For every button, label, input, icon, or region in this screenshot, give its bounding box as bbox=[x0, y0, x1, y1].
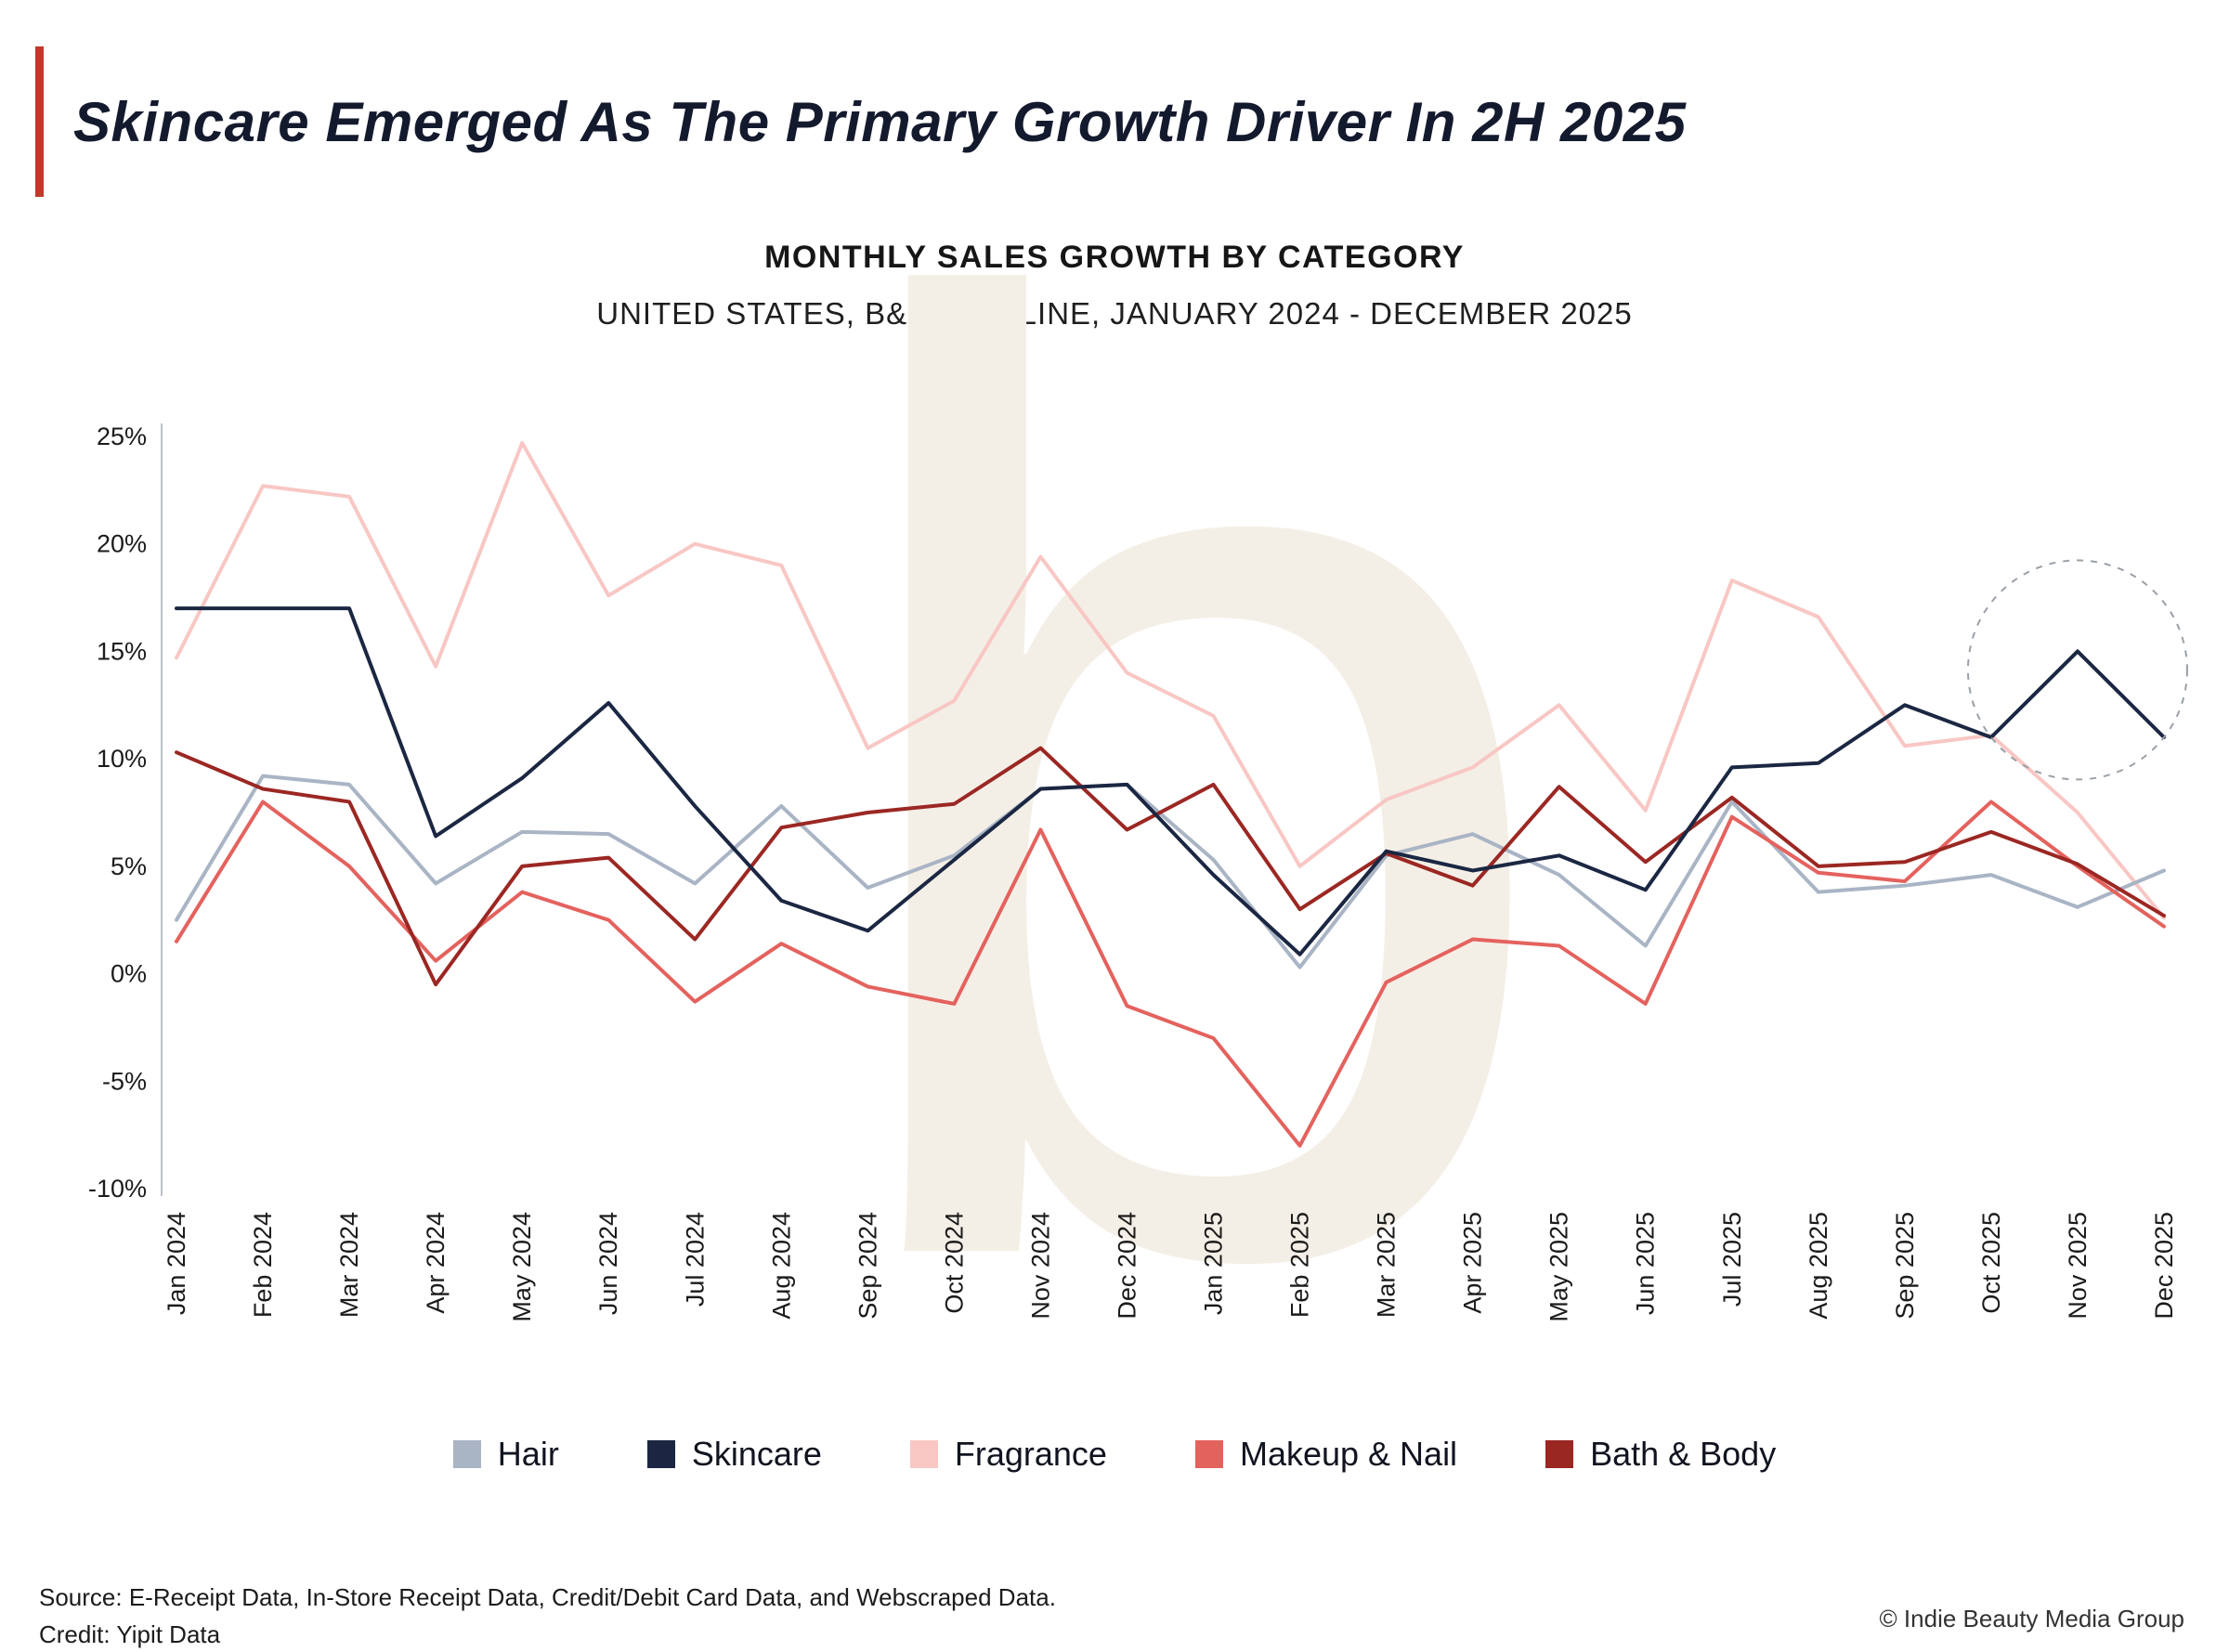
series-line-makeup-nail bbox=[175, 800, 2166, 1148]
x-tick-label: Sep 2025 bbox=[1891, 1212, 1919, 1320]
legend-label-bath-body: Bath & Body bbox=[1590, 1435, 1777, 1473]
legend-item-bath-body: Bath & Body bbox=[1545, 1435, 1776, 1474]
x-tick-label: Sep 2024 bbox=[854, 1212, 881, 1320]
legend-item-skincare: Skincare bbox=[646, 1435, 822, 1474]
y-tick-label: 5% bbox=[111, 852, 147, 880]
skincare-swatch-icon bbox=[646, 1440, 675, 1468]
legend-item-hair: Hair bbox=[452, 1435, 559, 1474]
legend-item-makeup-nail: Makeup & Nail bbox=[1194, 1435, 1458, 1474]
chart-subtitle: UNITED STATES, B&M + ONLINE, JANUARY 202… bbox=[596, 296, 1633, 331]
bath-body-swatch-icon bbox=[1545, 1440, 1574, 1468]
x-tick-label: Jun 2025 bbox=[1632, 1212, 1660, 1315]
x-tick-label: Dec 2024 bbox=[1113, 1212, 1141, 1320]
footer-source-block: Source: E-Receipt Data, In-Store Receipt… bbox=[39, 1579, 1056, 1652]
page-title: Skincare Emerged As The Primary Growth D… bbox=[73, 90, 1687, 153]
legend-label-makeup-nail: Makeup & Nail bbox=[1239, 1435, 1458, 1473]
copyright-note: © Indie Beauty Media Group bbox=[1879, 1605, 2184, 1632]
x-tick-label: Dec 2025 bbox=[2150, 1212, 2178, 1320]
y-tick-label: 20% bbox=[97, 530, 147, 558]
x-tick-label: Jul 2024 bbox=[681, 1212, 709, 1307]
fragrance-swatch-icon bbox=[909, 1440, 938, 1468]
makeup-nail-swatch-icon bbox=[1194, 1440, 1223, 1468]
legend-label-hair: Hair bbox=[497, 1435, 559, 1473]
x-tick-label: Oct 2024 bbox=[940, 1212, 968, 1314]
highlight-dashed-circle bbox=[1966, 559, 2188, 781]
x-tick-label: Mar 2025 bbox=[1373, 1212, 1401, 1318]
legend-label-skincare: Skincare bbox=[691, 1435, 822, 1473]
series-line-fragrance bbox=[175, 440, 2166, 920]
chart-header: MONTHLY SALES GROWTH BY CATEGORY UNITED … bbox=[0, 240, 2229, 332]
y-tick-label: -10% bbox=[88, 1175, 147, 1203]
x-tick-label: Jul 2025 bbox=[1718, 1212, 1746, 1307]
series-line-bath-body bbox=[175, 746, 2166, 987]
y-tick-label: 15% bbox=[97, 637, 147, 665]
x-tick-label: Jun 2024 bbox=[594, 1212, 622, 1315]
credit-note: Credit: Yipit Data bbox=[39, 1620, 221, 1649]
legend-item-fragrance: Fragrance bbox=[909, 1435, 1107, 1474]
y-tick-label: 0% bbox=[111, 960, 147, 988]
x-tick-label: Aug 2024 bbox=[767, 1212, 795, 1320]
title-block: Skincare Emerged As The Primary Growth D… bbox=[35, 46, 1686, 197]
x-tick-label: Mar 2024 bbox=[335, 1212, 363, 1318]
title-accent-bar bbox=[35, 46, 44, 197]
x-tick-label: Nov 2024 bbox=[1026, 1212, 1054, 1320]
series-line-hair bbox=[175, 774, 2166, 969]
series-line-skincare bbox=[175, 606, 2166, 956]
y-tick-label: 10% bbox=[97, 745, 147, 773]
x-tick-label: Nov 2025 bbox=[2064, 1212, 2092, 1320]
x-tick-label: Aug 2025 bbox=[1805, 1212, 1832, 1320]
chart-legend: Hair Skincare Fragrance Makeup & Nail Ba… bbox=[0, 1435, 2229, 1474]
hair-swatch-icon bbox=[452, 1440, 481, 1468]
x-tick-label: Jan 2025 bbox=[1200, 1212, 1228, 1315]
y-tick-label: 25% bbox=[97, 423, 147, 450]
source-note: Source: E-Receipt Data, In-Store Receipt… bbox=[39, 1583, 1056, 1611]
x-tick-label: Oct 2025 bbox=[1977, 1212, 2005, 1314]
x-tick-label: Feb 2025 bbox=[1286, 1212, 1314, 1318]
x-tick-label: May 2024 bbox=[508, 1212, 536, 1322]
x-tick-label: Apr 2024 bbox=[422, 1212, 450, 1314]
legend-label-fragrance: Fragrance bbox=[954, 1435, 1107, 1473]
x-tick-label: Feb 2024 bbox=[249, 1212, 277, 1318]
chart-title: MONTHLY SALES GROWTH BY CATEGORY bbox=[764, 240, 1465, 275]
x-tick-label: Jan 2024 bbox=[163, 1212, 190, 1315]
x-tick-label: May 2025 bbox=[1545, 1212, 1573, 1322]
x-tick-label: Apr 2025 bbox=[1459, 1212, 1487, 1314]
y-tick-label: -5% bbox=[102, 1067, 147, 1095]
watermark-logo: b bbox=[817, 33, 1567, 1537]
